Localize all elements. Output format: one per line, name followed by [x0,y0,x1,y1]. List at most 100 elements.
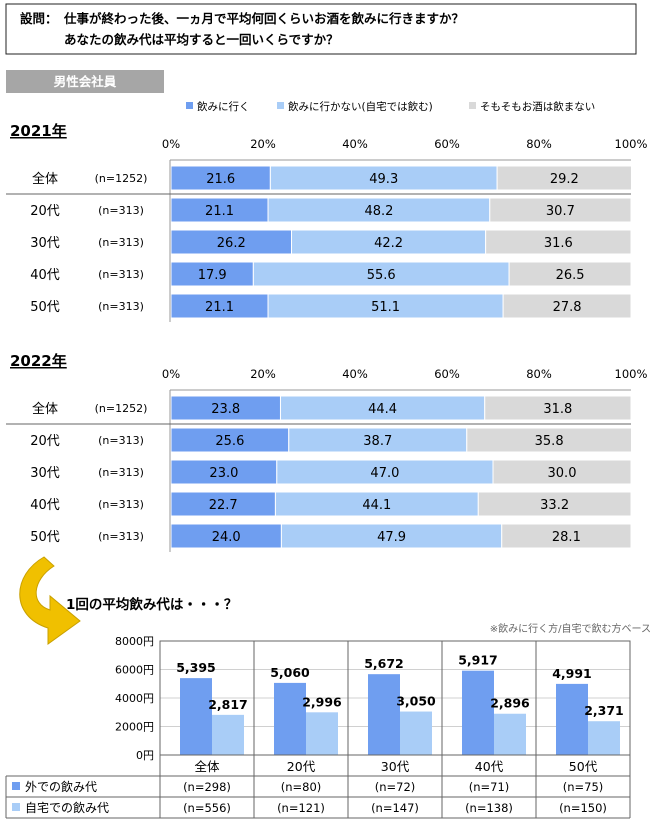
bar-segment-none [477,491,632,517]
bar-outside-drinking [180,678,212,755]
stacked-chart-title: 2022年 [10,352,67,370]
bar-segment-none [502,293,632,319]
y-tick-label: 6000円 [115,664,154,677]
stacked-chart-2022: 2022年 0% 20% 40% 60% 80% 100% 全体 (n=1252) 23.8 44.… [6,352,648,552]
y-tick-label: 0円 [136,749,154,762]
bar-value-label: 23.0 [209,466,238,481]
bar-value-label: 2,817 [208,697,248,712]
bar-segment-none [492,459,632,485]
bar-segment-go [170,395,281,421]
bar-value-label: 26.5 [556,268,585,283]
y-tick-label: 2000円 [115,721,154,734]
table-series-label: 外での飲み代 [25,779,97,794]
x-category-label: 30代 [381,759,410,774]
table-sample-size: (n=556) [183,801,231,815]
bar-outside-drinking [274,682,306,755]
y-tick-label: 8000円 [115,635,154,648]
bar-segment-none [485,229,632,255]
table-series-label: 自宅での飲み代 [25,800,109,815]
bar-value-label: 2,996 [302,694,342,709]
legend-swatch-go [186,102,193,109]
table-sample-size: (n=71) [469,780,510,794]
legend-label-home: 飲みに行かない(自宅では飲む) [288,100,433,113]
x-category-label: 20代 [287,759,316,774]
sample-size-label: (n=313) [98,498,144,511]
category-label: 30代 [30,236,60,251]
category-label: 30代 [30,466,60,481]
x-tick-label: 0% [162,367,180,381]
category-label: 50代 [30,300,60,315]
price-chart-title: 1回の平均飲み代は・・・？ [66,596,237,613]
stacked-chart-2021: 2021年 0% 20% 40% 60% 80% 100% 全体 (n=1252) 21.6 49.… [6,122,648,322]
bar-value-label: 33.2 [540,498,569,513]
table-sample-size: (n=72) [375,780,416,794]
sample-size-label: (n=313) [98,530,144,543]
x-tick-label: 100% [615,137,648,151]
x-tick-label: 80% [526,367,552,381]
bar-home-drinking [494,713,526,755]
bar-home-drinking [400,711,432,755]
bar-segment-home [269,165,498,191]
bar-value-label: 2,371 [584,703,624,718]
question-line-2: あなたの飲み代は平均すると一回いくらですか？ [64,32,339,47]
category-label: 20代 [30,204,60,219]
bar-segment-home [280,523,503,549]
y-tick-label: 4000円 [115,692,154,705]
bar-segment-home [274,491,479,517]
bar-value-label: 23.8 [211,402,240,417]
bar-value-label: 5,395 [176,660,216,675]
bar-value-label: 2,896 [490,696,530,711]
bar-value-label: 22.7 [209,498,238,513]
x-category-label: 40代 [475,759,504,774]
bar-value-label: 25.6 [215,434,244,449]
bar-value-label: 49.3 [369,172,398,187]
bar-value-label: 24.0 [212,530,241,545]
category-label: 全体 [32,171,58,187]
bar-value-label: 55.6 [367,268,396,283]
bar-value-label: 47.0 [370,466,399,481]
stacked-chart-title: 2021年 [10,122,67,140]
table-sample-size: (n=147) [371,801,419,815]
legend-label-go: 飲みに行く [197,100,250,113]
section-label-bg [6,70,164,93]
bar-value-label: 38.7 [363,434,392,449]
bar-value-label: 35.8 [535,434,564,449]
bar-value-label: 48.2 [364,204,393,219]
price-chart: 0円 2000円 4000円 6000円 8000円 5,395 2,817 5,060 2,9… [5,635,631,819]
bar-value-label: 42.2 [374,236,403,251]
bar-value-label: 5,917 [458,653,498,668]
bar-segment-home [288,427,468,453]
legend-swatch-home [277,102,284,109]
bar-segment-none [489,197,632,223]
bar-value-label: 5,060 [270,665,310,680]
sample-size-label: (n=313) [98,466,144,479]
x-tick-label: 60% [434,137,460,151]
x-category-label: 全体 [194,759,220,774]
question-box: 設問： 仕事が終わった後、一ヵ月で平均何回くらいお酒を飲みに行きますか？ あなた… [5,3,637,55]
legend-swatch-none [469,102,476,109]
category-label: 40代 [30,268,60,283]
bar-value-label: 47.9 [377,530,406,545]
sample-size-label: (n=313) [98,236,144,249]
bar-value-label: 44.4 [368,402,397,417]
bar-outside-drinking [462,670,494,755]
bar-value-label: 31.6 [544,236,573,251]
legend-swatch [12,782,20,790]
bar-value-label: 26.2 [217,236,246,251]
x-tick-label: 40% [342,137,368,151]
bar-home-drinking [212,714,244,755]
bar-home-drinking [588,721,620,755]
price-chart-note: ※飲みに行く方/自宅で飲む方ベース [490,622,651,635]
bar-outside-drinking [368,674,400,755]
bar-segment-go [170,165,271,191]
bar-segment-go [170,229,293,255]
bar-home-drinking [306,712,338,755]
bar-segment-none [508,261,632,287]
bar-segment-go [170,293,269,319]
x-tick-label: 40% [342,367,368,381]
bar-value-label: 27.8 [553,300,582,315]
bar-outside-drinking [556,683,588,755]
bar-value-label: 51.1 [371,300,400,315]
curved-arrow-icon [19,556,81,645]
section-label-text: 男性会社員 [54,74,117,89]
